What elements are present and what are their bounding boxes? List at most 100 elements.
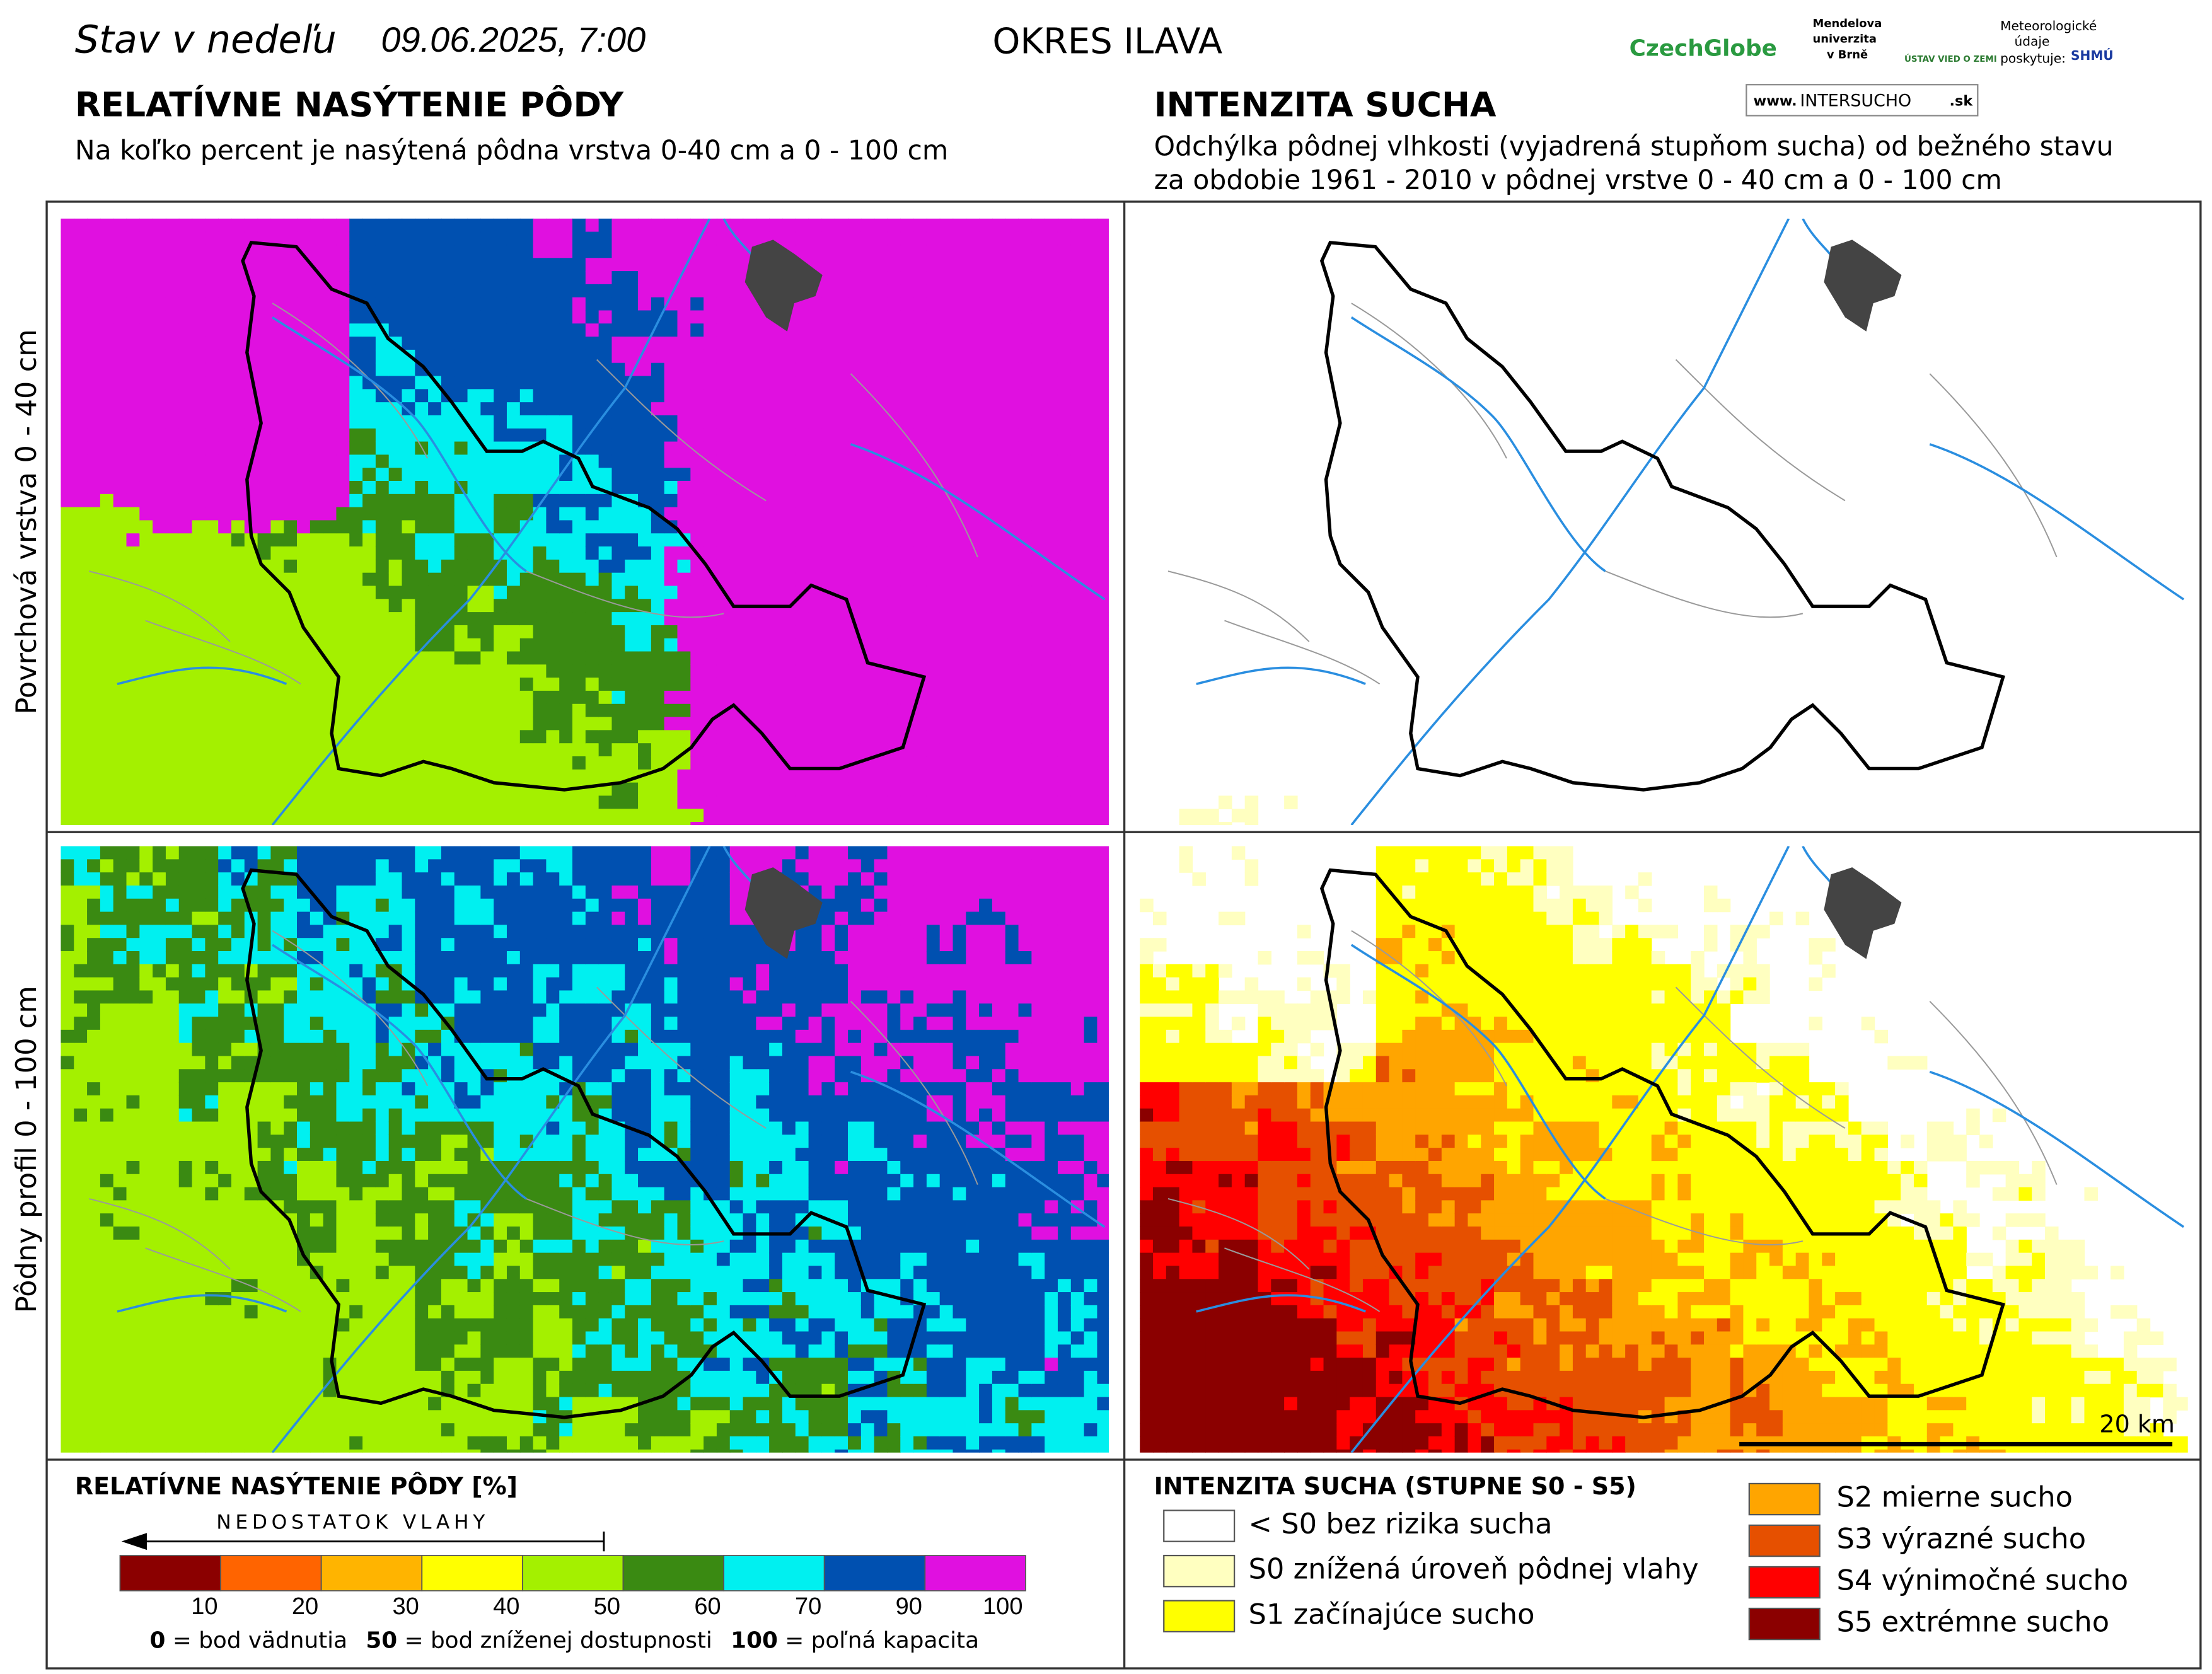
raster-cell bbox=[651, 337, 665, 350]
raster-cell bbox=[1045, 284, 1058, 298]
raster-cell bbox=[139, 859, 153, 873]
raster-cell bbox=[1005, 271, 1019, 285]
raster-cell bbox=[651, 349, 665, 364]
raster-cell bbox=[87, 678, 101, 691]
raster-cell bbox=[808, 507, 823, 521]
raster-cell bbox=[900, 690, 914, 705]
raster-cell bbox=[926, 362, 941, 377]
raster-cell bbox=[677, 468, 691, 482]
raster-cell bbox=[153, 1252, 166, 1267]
raster-cell bbox=[966, 625, 980, 639]
raster-cell bbox=[848, 258, 862, 272]
raster-cell bbox=[835, 559, 848, 574]
raster-cell bbox=[349, 938, 363, 952]
raster-cell bbox=[205, 1239, 219, 1254]
raster-cell bbox=[913, 218, 927, 233]
raster-cell bbox=[992, 678, 1006, 691]
raster-cell bbox=[441, 743, 455, 757]
raster-cell bbox=[441, 533, 455, 547]
raster-cell bbox=[625, 218, 639, 233]
raster-cell bbox=[153, 1108, 166, 1123]
raster-cell bbox=[441, 337, 455, 350]
raster-cell bbox=[782, 769, 796, 783]
raster-cell bbox=[178, 1200, 193, 1214]
raster-cell bbox=[113, 586, 127, 599]
raster-cell bbox=[270, 809, 284, 823]
raster-cell bbox=[572, 376, 586, 390]
raster-cell bbox=[87, 245, 101, 258]
raster-cell bbox=[585, 323, 599, 337]
raster-cell bbox=[218, 1095, 232, 1109]
raster-cell bbox=[887, 218, 901, 233]
raster-cell bbox=[1031, 730, 1045, 744]
raster-cell bbox=[638, 481, 652, 495]
raster-cell bbox=[1005, 809, 1019, 823]
raster-cell bbox=[297, 1187, 311, 1201]
raster-cell bbox=[153, 756, 166, 770]
raster-cell bbox=[546, 245, 560, 258]
raster-cell bbox=[336, 546, 350, 560]
raster-cell bbox=[992, 218, 1006, 233]
raster-cell bbox=[729, 310, 744, 324]
raster-cell bbox=[415, 717, 429, 731]
raster-cell bbox=[546, 638, 560, 652]
raster-cell bbox=[533, 586, 547, 599]
raster-cell bbox=[113, 389, 127, 403]
raster-cell bbox=[192, 1305, 206, 1319]
raster-cell bbox=[519, 651, 534, 666]
raster-cell bbox=[598, 362, 613, 377]
raster-cell bbox=[1057, 743, 1072, 757]
raster-cell bbox=[454, 546, 468, 560]
raster-cell bbox=[61, 964, 74, 978]
raster-cell bbox=[1045, 559, 1058, 574]
raster-cell bbox=[192, 586, 206, 599]
raster-cell bbox=[494, 651, 507, 666]
raster-cell bbox=[205, 809, 219, 823]
raster-cell bbox=[860, 415, 875, 429]
raster-cell bbox=[257, 951, 272, 965]
raster-cell bbox=[625, 245, 639, 258]
raster-cell bbox=[192, 717, 206, 731]
raster-cell bbox=[611, 769, 625, 783]
raster-cell bbox=[454, 271, 468, 285]
raster-cell bbox=[821, 625, 835, 639]
raster-cell bbox=[860, 494, 875, 508]
raster-cell bbox=[913, 651, 927, 666]
raster-cell bbox=[153, 1003, 166, 1017]
raster-cell bbox=[651, 572, 665, 587]
raster-cell bbox=[336, 1029, 350, 1044]
raster-cell bbox=[257, 977, 272, 991]
raster-cell bbox=[257, 441, 272, 456]
raster-cell bbox=[428, 678, 442, 691]
raster-cell bbox=[375, 218, 390, 233]
raster-cell bbox=[310, 951, 324, 965]
raster-cell bbox=[362, 1423, 376, 1437]
raster-cell bbox=[939, 822, 954, 825]
raster-cell bbox=[454, 389, 468, 403]
raster-cell bbox=[270, 1134, 284, 1148]
raster-cell bbox=[467, 822, 482, 825]
raster-cell bbox=[506, 809, 521, 823]
raster-cell bbox=[939, 271, 954, 285]
raster-cell bbox=[284, 964, 298, 978]
raster-cell bbox=[494, 323, 507, 337]
raster-cell bbox=[611, 218, 625, 233]
raster-cell bbox=[178, 481, 193, 495]
raster-cell bbox=[153, 1331, 166, 1345]
raster-cell bbox=[165, 703, 180, 718]
raster-cell bbox=[1031, 428, 1045, 442]
raster-cell bbox=[310, 1148, 324, 1162]
raster-cell bbox=[939, 337, 954, 350]
raster-cell bbox=[87, 349, 101, 364]
raster-cell bbox=[743, 678, 757, 691]
raster-cell bbox=[506, 441, 521, 456]
raster-cell bbox=[336, 846, 350, 860]
raster-cell bbox=[519, 743, 534, 757]
raster-cell bbox=[218, 1200, 232, 1214]
raster-cell bbox=[625, 441, 639, 456]
raster-cell bbox=[1057, 271, 1072, 285]
raster-cell bbox=[100, 859, 114, 873]
raster-cell bbox=[953, 454, 966, 468]
raster-cell bbox=[284, 520, 298, 534]
raster-cell bbox=[231, 245, 245, 258]
